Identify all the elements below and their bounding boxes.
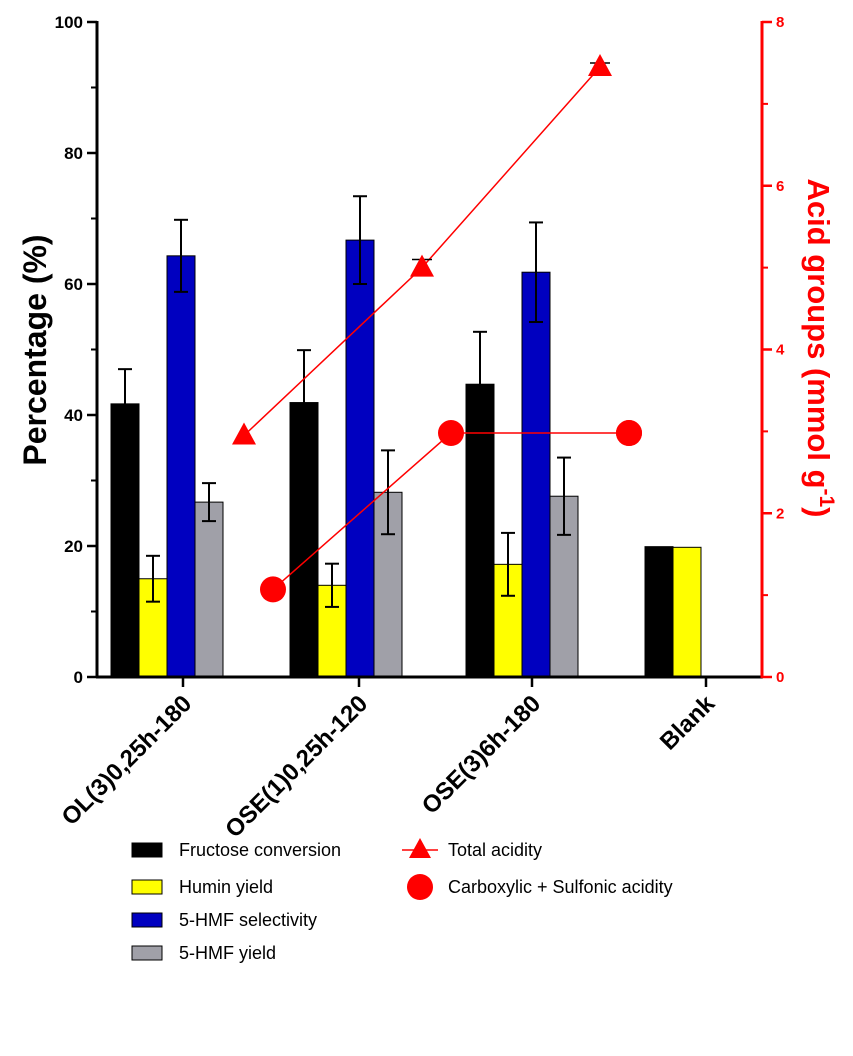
y-tick-label-right: 4 (776, 342, 785, 359)
legend-item: Carboxylic + Sulfonic acidity (407, 874, 673, 900)
y-tick-label-left: 80 (64, 144, 83, 163)
legend-label: Humin yield (179, 877, 273, 897)
legend-swatch (131, 842, 163, 858)
triangle-point (232, 422, 256, 445)
legend-label: 5-HMF yield (179, 943, 276, 963)
y-axis-label-left: Percentage (%) (17, 234, 53, 465)
y-axis-label-right-close: ) (801, 507, 836, 517)
lines-layer (232, 54, 642, 603)
x-tick-label: OSE(1)0,25h-120 (220, 690, 373, 843)
y-tick-label-left: 20 (64, 537, 83, 556)
legend-item: Total acidity (402, 838, 542, 860)
circle-point (616, 420, 642, 447)
legend: Fructose conversion Humin yield 5-HMF sele… (131, 838, 673, 963)
legend-item: 5-HMF selectivity (131, 910, 317, 930)
y-tick-label-right: 6 (776, 178, 784, 195)
y-tick-label-left: 0 (74, 668, 83, 687)
legend-swatch (131, 879, 163, 895)
bars-layer (110, 195, 702, 678)
bar (644, 546, 674, 678)
y-tick-label-left: 60 (64, 275, 83, 294)
axes-layer: 0 20 40 60 80 100 0 2 4 6 8 OL(3)0,25h-180 OSE(1)0,2… (55, 13, 785, 843)
y-axis-label-right-sup: -1 (815, 488, 838, 507)
legend-swatch (131, 945, 163, 961)
legend-item: 5-HMF yield (131, 943, 276, 963)
y-tick-label-right: 0 (776, 669, 784, 686)
bar (521, 271, 551, 678)
x-tick-label: OSE(3)6h-180 (417, 690, 546, 819)
bar (672, 546, 702, 678)
x-tick-label: OL(3)0,25h-180 (56, 690, 197, 831)
legend-label: 5-HMF selectivity (179, 910, 317, 930)
triangle-point (588, 54, 612, 77)
y-axis-label-right: Acid groups (mmol g-1) (801, 178, 838, 517)
x-tick-label: Blank (655, 690, 721, 756)
y-tick-label-right: 8 (776, 14, 784, 31)
legend-label: Fructose conversion (179, 840, 341, 860)
bar (194, 501, 224, 678)
legend-label: Total acidity (448, 840, 542, 860)
legend-swatch (131, 912, 163, 928)
legend-item: Humin yield (131, 877, 273, 897)
bar (345, 239, 375, 678)
bar (110, 403, 140, 678)
y-tick-label-left: 100 (55, 13, 83, 32)
circle-point (438, 420, 464, 447)
y-axis-label-right-main: Acid groups (mmol g (801, 178, 836, 488)
y-tick-label-right: 2 (776, 505, 784, 522)
legend-triangle-marker (409, 838, 431, 858)
legend-circle-marker (407, 874, 433, 900)
bar (166, 255, 196, 678)
triangle-point (410, 254, 434, 277)
legend-label: Carboxylic + Sulfonic acidity (448, 877, 673, 897)
legend-item: Fructose conversion (131, 840, 341, 860)
circle-point (260, 576, 286, 603)
y-tick-label-left: 40 (64, 406, 83, 425)
